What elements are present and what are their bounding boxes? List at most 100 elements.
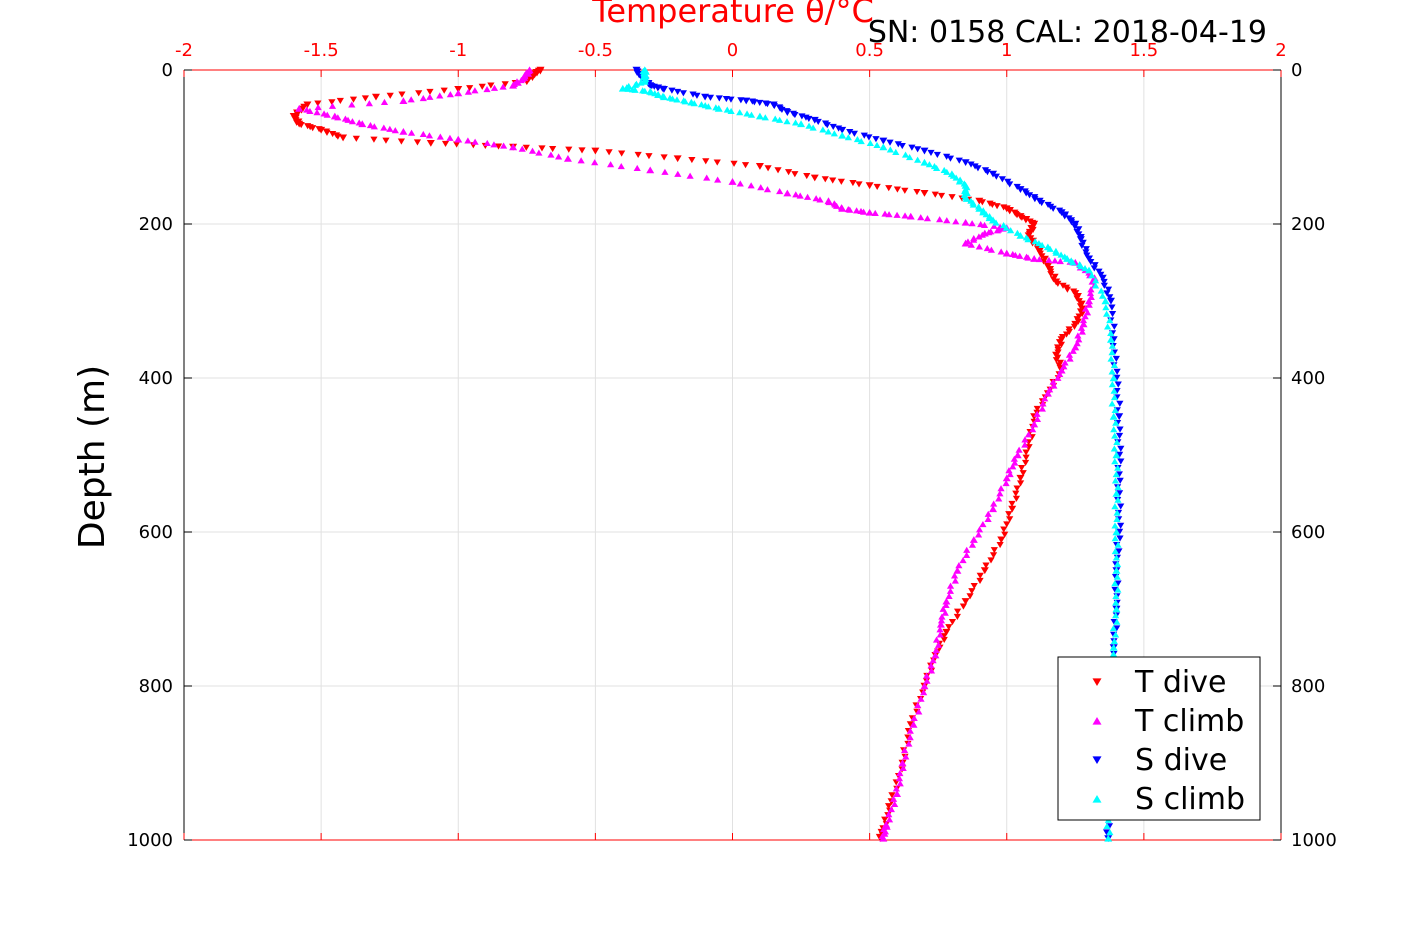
data-point [961, 598, 970, 605]
data-point [1110, 387, 1118, 394]
data-point [1108, 310, 1117, 318]
data-point [908, 144, 916, 151]
data-point [391, 127, 399, 134]
data-point [1115, 548, 1123, 555]
data-point [1030, 255, 1039, 262]
data-point [853, 136, 862, 143]
legend-label: S dive [1135, 743, 1227, 778]
data-point [1022, 190, 1030, 197]
data-point [1000, 222, 1008, 229]
data-point [1047, 271, 1055, 278]
data-point [366, 121, 375, 129]
data-point [1079, 239, 1087, 246]
data-point [943, 217, 951, 224]
data-point [1104, 323, 1112, 330]
data-point [925, 161, 934, 168]
data-point [774, 167, 782, 174]
data-point [1088, 272, 1096, 279]
data-point [1021, 436, 1029, 443]
data-point [1117, 522, 1125, 529]
data-point [1016, 186, 1025, 193]
data-point [1115, 471, 1123, 478]
data-point [996, 490, 1004, 497]
data-point [819, 126, 827, 133]
data-point [1112, 471, 1120, 478]
data-point [1067, 257, 1075, 264]
data-point [1111, 477, 1120, 484]
data-point [1057, 341, 1066, 348]
data-point [1076, 236, 1085, 243]
data-point [996, 223, 1004, 230]
data-point [1013, 229, 1022, 236]
data-point [987, 557, 995, 564]
data-point [997, 536, 1006, 544]
data-point [605, 149, 613, 156]
legend-label: T dive [1134, 665, 1226, 700]
data-point [968, 588, 976, 595]
data-point [906, 154, 914, 161]
data-point [1113, 618, 1121, 625]
data-point [1110, 637, 1118, 644]
data-point [591, 159, 599, 166]
data-point [522, 144, 530, 151]
data-point [1114, 580, 1122, 587]
data-point [844, 206, 852, 213]
legend-marker [1092, 716, 1102, 725]
data-point [1059, 282, 1067, 289]
data-point [885, 803, 893, 810]
data-point [399, 97, 408, 104]
data-point [509, 143, 518, 151]
data-point [1054, 374, 1062, 381]
data-point [913, 189, 921, 196]
data-point [1078, 242, 1086, 250]
x-tick-label: -0.5 [578, 40, 613, 61]
data-point [1035, 240, 1043, 247]
data-point [979, 207, 987, 214]
data-point [413, 139, 422, 146]
data-point [1082, 246, 1090, 253]
data-point [980, 567, 989, 575]
data-point [547, 151, 555, 158]
data-point [1041, 395, 1049, 402]
data-point [1111, 406, 1119, 413]
data-point [950, 572, 959, 579]
data-point [791, 112, 799, 119]
data-point [686, 172, 694, 179]
data-point [865, 134, 873, 141]
data-point [881, 816, 889, 823]
data-point [645, 153, 653, 160]
data-point [792, 191, 800, 198]
data-point [471, 87, 479, 94]
data-point [668, 87, 676, 94]
data-point [1033, 405, 1041, 413]
y-tick-label-right: 1000 [1291, 830, 1337, 851]
data-point [906, 727, 914, 734]
data-point [1013, 485, 1021, 492]
data-point [1033, 415, 1042, 422]
data-point [464, 88, 472, 95]
data-point [386, 92, 394, 99]
data-point [838, 131, 847, 139]
data-point [706, 94, 715, 101]
data-point [1038, 241, 1046, 249]
data-point [776, 188, 784, 195]
x-tick-label: -1.5 [304, 40, 339, 61]
data-point [1111, 548, 1119, 555]
data-point [952, 218, 960, 225]
data-point [1085, 297, 1094, 305]
data-point [1085, 301, 1093, 308]
data-point [1063, 286, 1071, 293]
data-point [948, 618, 957, 626]
data-point [1117, 503, 1125, 510]
data-point [920, 689, 928, 696]
data-point [1117, 445, 1125, 452]
data-point [805, 122, 813, 129]
data-point [1109, 643, 1118, 651]
data-point [914, 146, 922, 153]
data-point [1013, 451, 1022, 459]
data-point [1012, 490, 1020, 497]
data-point [1016, 474, 1025, 482]
data-point [397, 138, 405, 145]
data-point [1102, 304, 1110, 311]
data-point [942, 597, 951, 605]
